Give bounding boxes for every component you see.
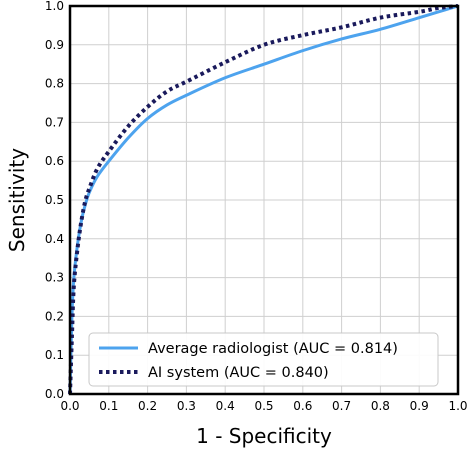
x-tick-label-3: 0.3: [177, 399, 196, 413]
plot-frame: [68, 4, 460, 396]
y-tick-label-5: 0.5: [45, 193, 64, 207]
x-tick-label-9: 0.9: [410, 399, 429, 413]
y-tick-label-2: 0.2: [45, 309, 64, 323]
x-tick-label-4: 0.4: [216, 399, 235, 413]
y-tick-label-9: 0.9: [45, 38, 64, 52]
legend-label-radiologist: Average radiologist (AUC = 0.814): [148, 341, 398, 357]
legend-label-ai: AI system (AUC = 0.840): [148, 365, 329, 381]
legend-box: [88, 332, 439, 387]
x-tick-label-0: 0.0: [60, 399, 79, 413]
legend: Average radiologist (AUC = 0.814) AI sys…: [88, 332, 439, 387]
y-axis-title: Sensitivity: [5, 148, 29, 252]
y-tick-label-0: 0.0: [45, 387, 64, 401]
x-tick-label-1: 0.1: [99, 399, 118, 413]
x-tick-label-8: 0.8: [371, 399, 390, 413]
y-tick-label-4: 0.4: [45, 232, 64, 246]
x-tick-label-7: 0.7: [332, 399, 351, 413]
x-tick-label-2: 0.2: [138, 399, 157, 413]
x-tick-label-6: 0.6: [293, 399, 312, 413]
x-axis-title: 1 - Specificity: [196, 424, 332, 448]
x-tick-label-10: 1.0: [448, 399, 467, 413]
y-tick-label-6: 0.6: [45, 154, 64, 168]
tick-labels: 0.0 0.1 0.2 0.3 0.4 0.5 0.6 0.7 0.8 0.9 1.0 0.0 0.1 0…: [45, 0, 468, 413]
y-tick-label-3: 0.3: [45, 271, 64, 285]
ai-system-roc-curve: [68, 4, 459, 395]
y-tick-label-8: 0.8: [45, 77, 64, 91]
y-tick-label-7: 0.7: [45, 115, 64, 129]
x-tick-label-5: 0.5: [254, 399, 273, 413]
series-lines: [68, 4, 459, 395]
y-tick-label-10: 1.0: [45, 0, 64, 13]
y-tick-label-1: 0.1: [45, 348, 64, 362]
